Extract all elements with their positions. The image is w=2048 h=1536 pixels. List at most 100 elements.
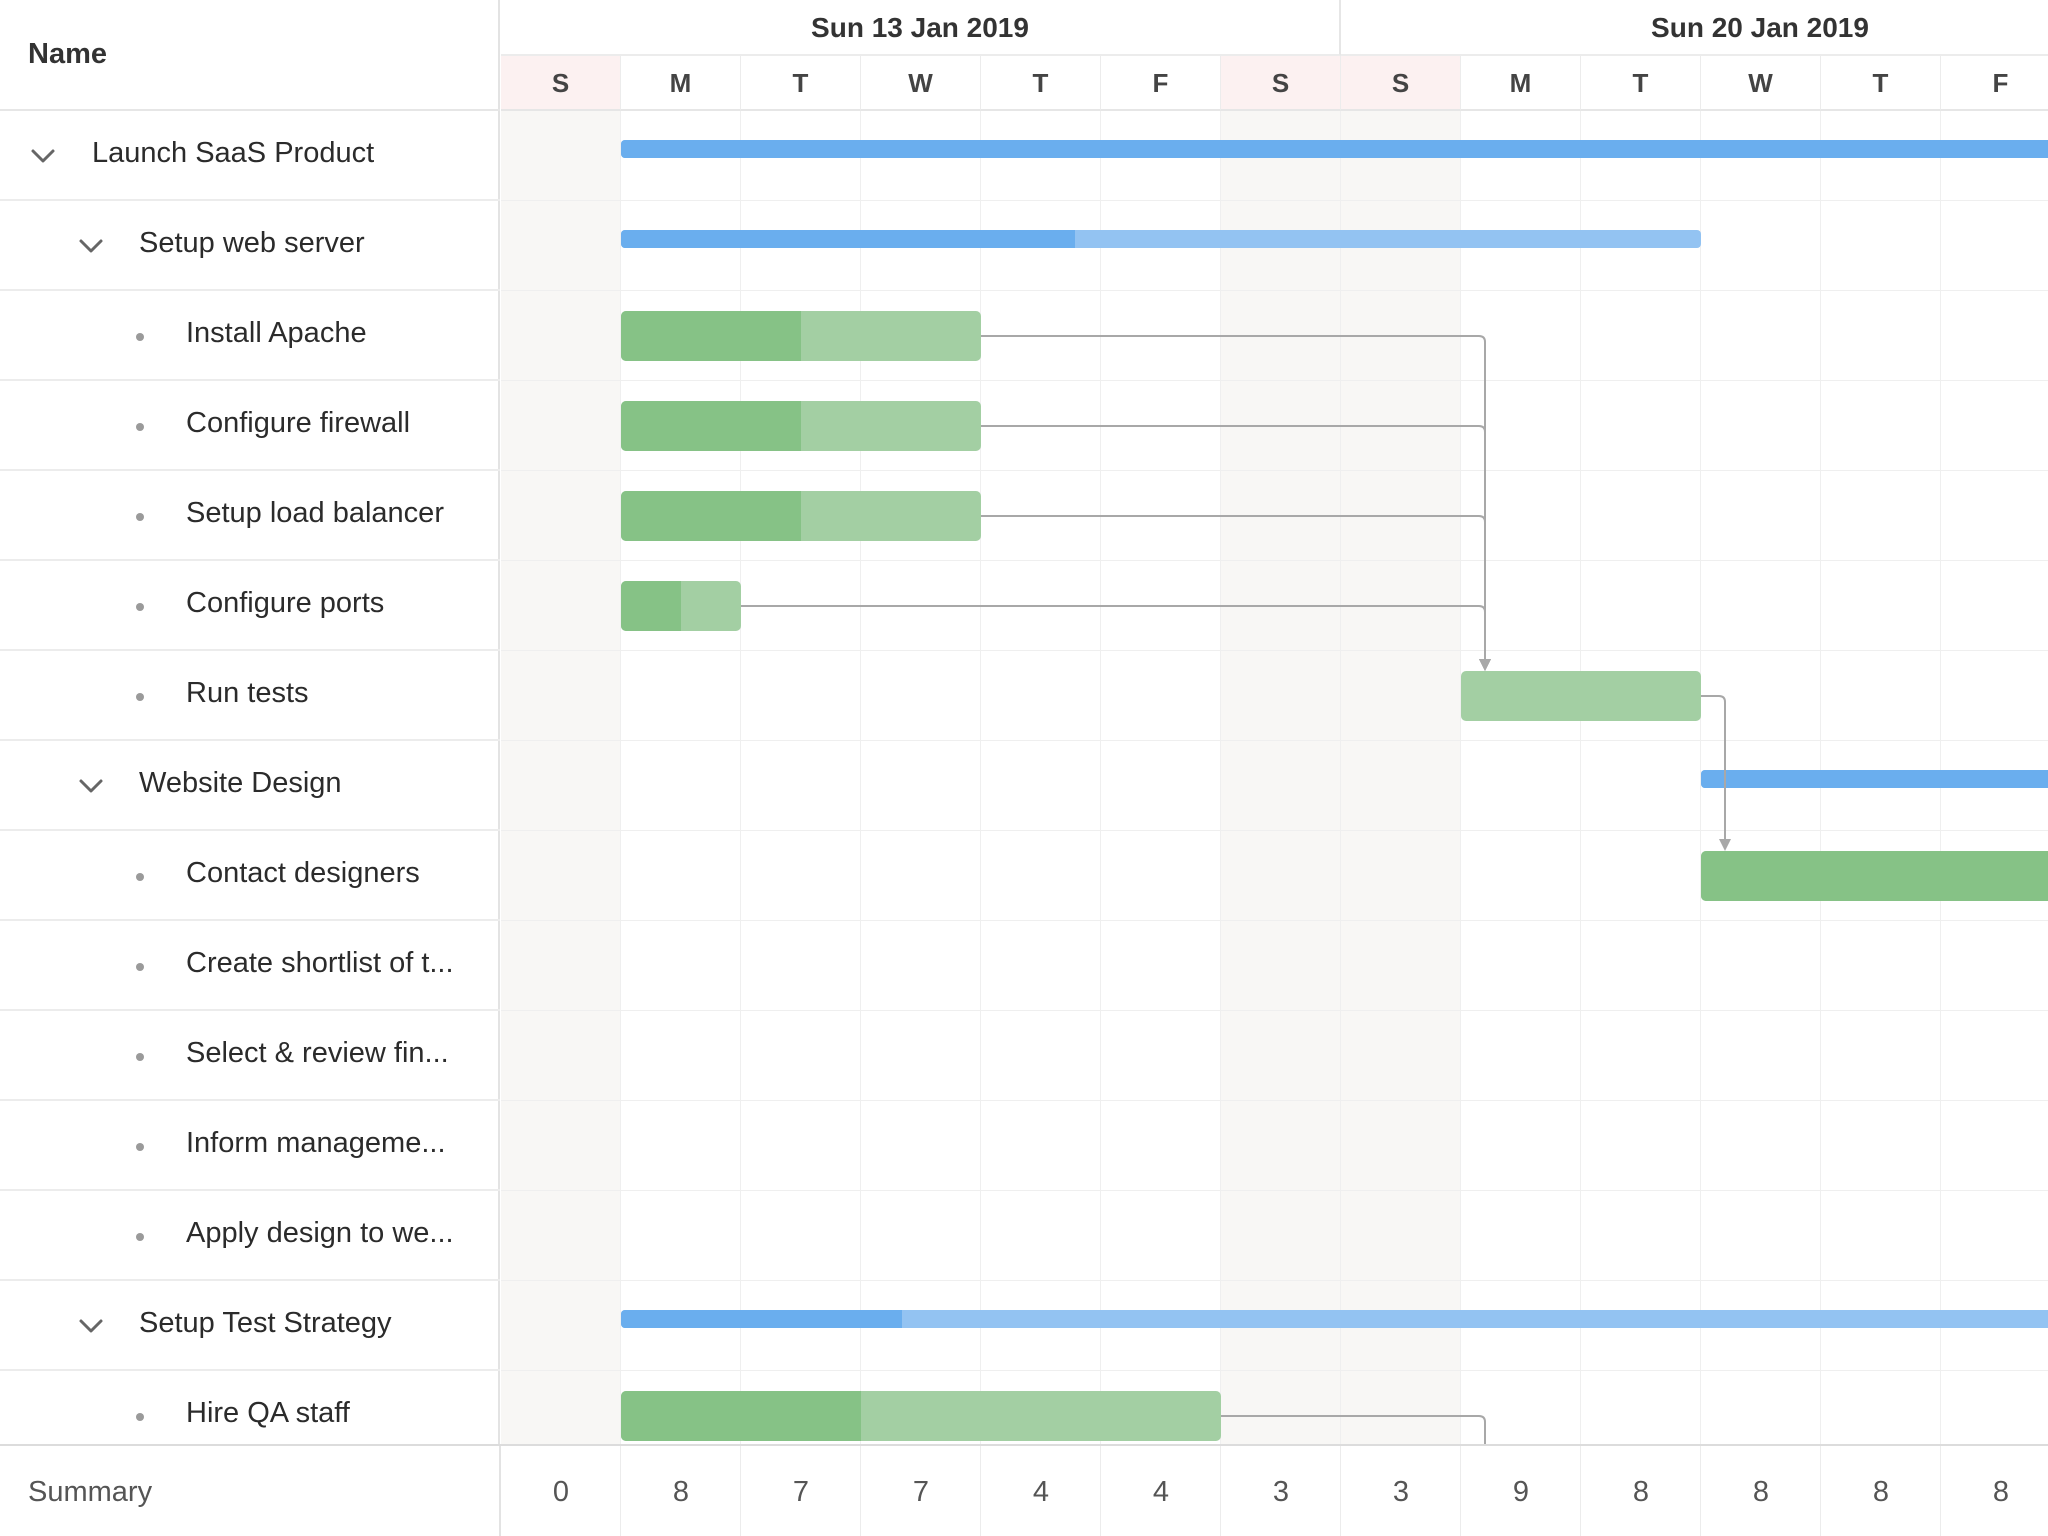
task-row[interactable]: Create shortlist of t...	[0, 921, 500, 1011]
task-row[interactable]: Apply design to we...	[0, 1191, 500, 1281]
row-divider	[501, 470, 2048, 471]
summary-bar[interactable]	[621, 140, 2048, 158]
task-bar[interactable]	[1701, 851, 2048, 901]
summary-value: 3	[1272, 1476, 1290, 1508]
task-bar[interactable]	[621, 491, 981, 541]
row-divider	[501, 830, 2048, 831]
summary-divider	[1100, 1446, 1101, 1536]
task-row[interactable]: Setup Test Strategy	[0, 1281, 500, 1371]
progress-fill	[1701, 851, 2048, 901]
week-label: Sun 13 Jan 2019	[811, 12, 1029, 43]
task-row[interactable]: Setup load balancer	[0, 471, 500, 561]
task-row[interactable]: Select & review fin...	[0, 1011, 500, 1101]
task-row[interactable]: Contact designers	[0, 831, 500, 921]
summary-bar[interactable]	[1701, 770, 2048, 788]
task-name[interactable]: Run tests	[186, 677, 309, 709]
row-divider	[501, 1190, 2048, 1191]
row-divider	[501, 1370, 2048, 1371]
summary-value: 7	[912, 1476, 930, 1508]
task-row[interactable]: Run tests	[0, 651, 500, 741]
day-label: T	[1872, 68, 1889, 98]
row-divider	[501, 200, 2048, 201]
summary-divider	[860, 1446, 861, 1536]
bullet-icon	[136, 1053, 144, 1061]
row-divider	[501, 650, 2048, 651]
day-header: M	[621, 56, 741, 111]
task-row[interactable]: Configure firewall	[0, 381, 500, 471]
chevron-down-icon[interactable]	[76, 1311, 106, 1341]
task-name[interactable]: Apply design to we...	[186, 1217, 454, 1249]
summary-bar[interactable]	[621, 1310, 2048, 1328]
progress-fill	[621, 491, 801, 541]
task-name[interactable]: Contact designers	[186, 857, 420, 889]
summary-value: 7	[792, 1476, 810, 1508]
bullet-icon	[136, 1233, 144, 1241]
summary-divider	[620, 1446, 621, 1536]
task-bar[interactable]	[621, 401, 981, 451]
task-name[interactable]: Configure ports	[186, 587, 385, 619]
task-bar[interactable]	[621, 581, 741, 631]
grid-header: Name	[0, 0, 500, 111]
task-name[interactable]: Hire QA staff	[186, 1397, 350, 1429]
summary-value: 8	[1872, 1476, 1890, 1508]
task-row[interactable]: Setup web server	[0, 201, 500, 291]
summary-divider	[1220, 1446, 1221, 1536]
task-name[interactable]: Website Design	[139, 767, 342, 799]
task-bar[interactable]	[1461, 671, 1701, 721]
task-name[interactable]: Install Apache	[186, 317, 367, 349]
day-column	[1461, 111, 1581, 1444]
bullet-icon	[136, 873, 144, 881]
summary-value: 8	[672, 1476, 690, 1508]
day-header: M	[1461, 56, 1581, 111]
task-row[interactable]: Website Design	[0, 741, 500, 831]
summary-bar[interactable]	[621, 230, 1701, 248]
task-name[interactable]: Select & review fin...	[186, 1037, 449, 1069]
bullet-icon	[136, 603, 144, 611]
summary-value: 8	[1632, 1476, 1650, 1508]
bullet-icon	[136, 513, 144, 521]
task-name[interactable]: Launch SaaS Product	[92, 137, 375, 169]
day-header: W	[1701, 56, 1821, 111]
progress-fill	[621, 311, 801, 361]
row-divider	[501, 290, 2048, 291]
task-row[interactable]: Launch SaaS Product	[0, 111, 500, 201]
task-name[interactable]: Setup Test Strategy	[139, 1307, 392, 1339]
day-header: W	[861, 56, 981, 111]
progress-fill	[621, 230, 1075, 248]
day-label: W	[1748, 68, 1773, 98]
chevron-down-icon[interactable]	[76, 231, 106, 261]
task-bar[interactable]	[621, 1391, 1221, 1441]
task-row[interactable]: Configure ports	[0, 561, 500, 651]
summary-divider	[1940, 1446, 1941, 1536]
chevron-down-icon[interactable]	[28, 141, 58, 171]
summary-value: 4	[1152, 1476, 1170, 1508]
task-row[interactable]: Install Apache	[0, 291, 500, 381]
progress-fill	[621, 1310, 902, 1328]
day-column	[501, 111, 621, 1444]
week-header: Sun 13 Jan 2019	[501, 0, 1341, 56]
task-name[interactable]: Configure firewall	[186, 407, 411, 439]
chevron-down-icon[interactable]	[76, 771, 106, 801]
summary-divider	[1460, 1446, 1461, 1536]
task-name[interactable]: Inform manageme...	[186, 1127, 446, 1159]
summary-divider	[1700, 1446, 1701, 1536]
summary-divider	[499, 1446, 501, 1536]
task-name[interactable]: Setup web server	[139, 227, 365, 259]
summary-value: 3	[1392, 1476, 1410, 1508]
task-name[interactable]: Setup load balancer	[186, 497, 444, 529]
task-name[interactable]: Create shortlist of t...	[186, 947, 454, 979]
task-bar[interactable]	[621, 311, 981, 361]
task-row[interactable]: Inform manageme...	[0, 1101, 500, 1191]
day-label: F	[1152, 68, 1169, 98]
day-header: S	[501, 56, 621, 111]
day-label: S	[1271, 68, 1290, 98]
summary-label: Summary	[28, 1476, 153, 1508]
week-header: Sun 20 Jan 2019	[1341, 0, 2048, 56]
gantt-timeline: Sun 13 Jan 2019 Sun 20 Jan 2019 S M T W T F S S M T…	[501, 0, 2048, 1444]
name-column-header[interactable]: Name	[28, 38, 107, 70]
day-label: S	[551, 68, 570, 98]
day-header: T	[741, 56, 861, 111]
summary-divider	[1820, 1446, 1821, 1536]
day-column	[861, 111, 981, 1444]
